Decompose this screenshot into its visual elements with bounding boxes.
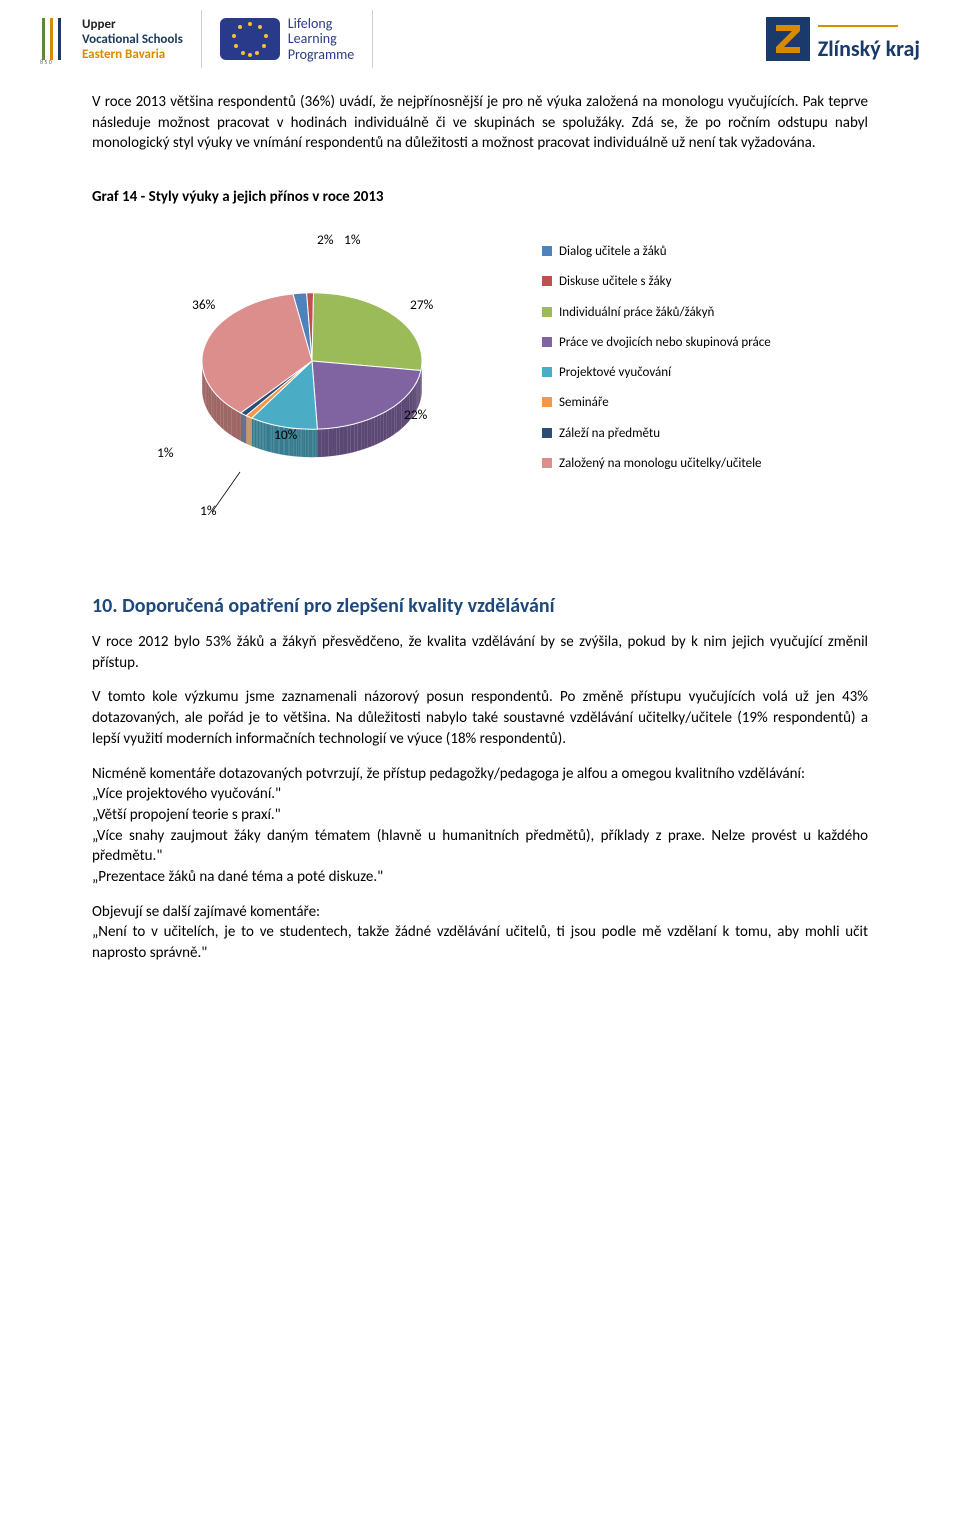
pie-chart: 2% 1% 27% 22% 10% 1% 1% 36% Dialog učitele a žá…: [92, 216, 868, 546]
legend-label: Semináře: [559, 395, 609, 411]
eu-flag-icon: [220, 16, 280, 62]
pct-label: 1%: [157, 444, 174, 461]
uvs-line2: Vocational Schools: [82, 32, 183, 47]
uvs-icon: 8 5 0: [40, 14, 74, 64]
legend-item: Semináře: [542, 395, 771, 411]
svg-text:8 5 0: 8 5 0: [40, 58, 52, 64]
pct-label: 22%: [404, 406, 427, 423]
legend-label: Práce ve dvojicích nebo skupinová práce: [559, 335, 771, 351]
pct-label: 10%: [274, 426, 297, 443]
divider: [372, 10, 373, 68]
legend-label: Dialog učitele a žáků: [559, 244, 667, 260]
llp-line2: Learning: [288, 31, 355, 46]
logo-uvs: 8 5 0 Upper Vocational Schools Eastern B…: [40, 14, 183, 64]
pie-svg: [162, 246, 482, 546]
legend-swatch: [542, 458, 552, 468]
header-logo-bar: 8 5 0 Upper Vocational Schools Eastern B…: [0, 0, 960, 74]
divider: [201, 10, 202, 68]
zk-icon: [766, 17, 810, 61]
quote-5: „Není to v učitelích, je to ve studentec…: [92, 922, 868, 963]
pct-label: 36%: [192, 296, 215, 313]
legend-label: Diskuse učitele s žáky: [559, 274, 671, 290]
pct-label: 2%: [317, 231, 334, 248]
pct-label: 1%: [344, 231, 361, 248]
legend-item: Projektové vyučování: [542, 365, 771, 381]
legend-label: Založený na monologu učitelky/učitele: [559, 456, 762, 472]
legend-item: Diskuse učitele s žáky: [542, 274, 771, 290]
page: 8 5 0 Upper Vocational Schools Eastern B…: [0, 0, 960, 1004]
pct-label: 27%: [410, 296, 433, 313]
legend-item: Dialog učitele a žáků: [542, 244, 771, 260]
legend-item: Práce ve dvojicích nebo skupinová práce: [542, 335, 771, 351]
zk-title: Zlínský kraj: [818, 35, 920, 62]
quote-2: „Větší propojení teorie s praxí.": [92, 805, 868, 826]
pie-area: 2% 1% 27% 22% 10% 1% 1% 36%: [92, 216, 532, 546]
legend-item: Záleží na předmětu: [542, 426, 771, 442]
legend: Dialog učitele a žáků Diskuse učitele s ž…: [542, 216, 771, 486]
legend-label: Projektové vyučování: [559, 365, 671, 381]
document-body: V roce 2013 většina respondentů (36%) uv…: [0, 74, 960, 1004]
chart-title: Graf 14 - Styly výuky a jejich přínos v …: [92, 188, 868, 206]
legend-swatch: [542, 307, 552, 317]
para-2: V roce 2012 bylo 53% žáků a žákyň přesvě…: [92, 632, 868, 673]
legend-swatch: [542, 367, 552, 377]
llp-line1: Lifelong: [288, 16, 355, 31]
logo-zlinsky: Zlínský kraj: [391, 16, 920, 62]
quote-1: „Více projektového vyučování.": [92, 784, 868, 805]
pct-label: 1%: [200, 502, 217, 519]
legend-swatch: [542, 276, 552, 286]
logo-llp: Lifelong Learning Programme: [220, 16, 355, 62]
legend-label: Individuální práce žáků/žákyň: [559, 305, 714, 321]
section-heading: 10. Doporučená opatření pro zlepšení kva…: [92, 594, 868, 618]
legend-swatch: [542, 397, 552, 407]
quote-3: „Více snahy zaujmout žáky daným tématem …: [92, 826, 868, 867]
para-5-intro: Objevují se další zajímavé komentáře:: [92, 902, 868, 923]
quote-4: „Prezentace žáků na dané téma a poté dis…: [92, 867, 868, 888]
legend-label: Záleží na předmětu: [559, 426, 660, 442]
legend-swatch: [542, 428, 552, 438]
paragraph-intro: V roce 2013 většina respondentů (36%) uv…: [92, 92, 868, 154]
legend-item: Individuální práce žáků/žákyň: [542, 305, 771, 321]
legend-swatch: [542, 246, 552, 256]
uvs-line3: Eastern Bavaria: [82, 47, 183, 62]
para-3: V tomto kole výzkumu jsme zaznamenali ná…: [92, 687, 868, 749]
legend-swatch: [542, 337, 552, 347]
uvs-line1: Upper: [82, 17, 183, 32]
llp-line3: Programme: [288, 47, 355, 62]
legend-item: Založený na monologu učitelky/učitele: [542, 456, 771, 472]
para-4-intro: Nicméně komentáře dotazovaných potvrzují…: [92, 764, 868, 785]
